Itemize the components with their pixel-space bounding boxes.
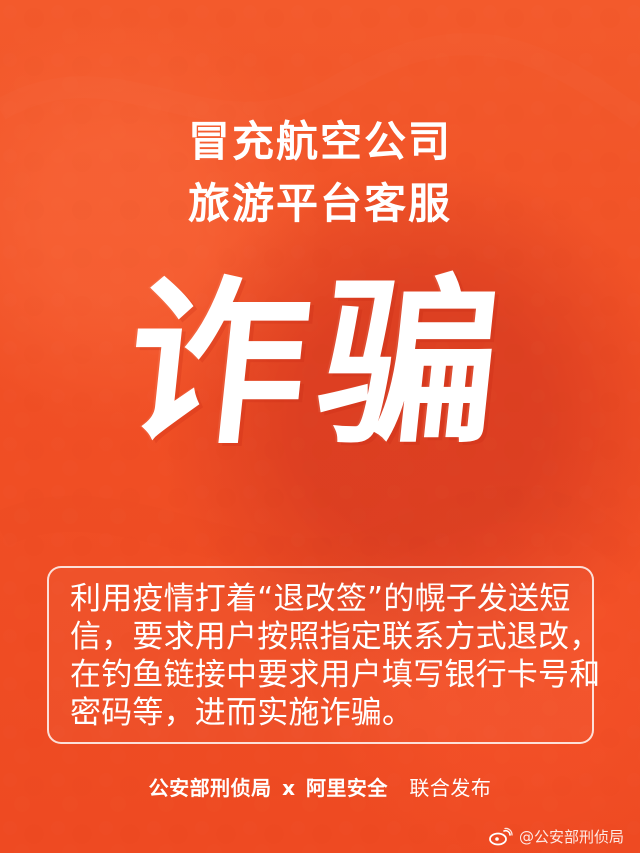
weibo-watermark: @公安部刑侦局 [487,826,624,847]
info-line-2: 信，要求用户按照指定联系方式退改， [70,619,601,655]
headline-line-2: 旅游平台客服 [187,179,452,228]
warning-info-box [47,566,594,744]
publisher-suffix: 联合发布 [409,776,492,800]
publisher-secondary: 阿里安全 [305,776,388,800]
info-line-1: 利用疫情打着“退改签”的幌子发送短 [70,581,571,617]
publisher-connector: x [282,776,296,800]
info-line-3: 在钓鱼链接中要求用户填写银行卡号和 [70,657,601,693]
publisher-primary: 公安部刑侦局 [148,776,272,800]
publisher-footer: 公安部刑侦局 x 阿里安全 联合发布 [0,772,640,801]
fraud-main-word: 诈骗 [116,258,524,469]
warning-info-text: 利用疫情打着“退改签”的幌子发送短 信，要求用户按照指定联系方式退改， 在钓鱼链… [70,580,601,732]
watermark-text: @公安部刑侦局 [518,828,624,846]
headline-line-1: 冒充航空公司 [187,117,452,166]
info-line-4: 密码等，进而实施诈骗。 [70,695,414,731]
weibo-icon [489,827,513,845]
